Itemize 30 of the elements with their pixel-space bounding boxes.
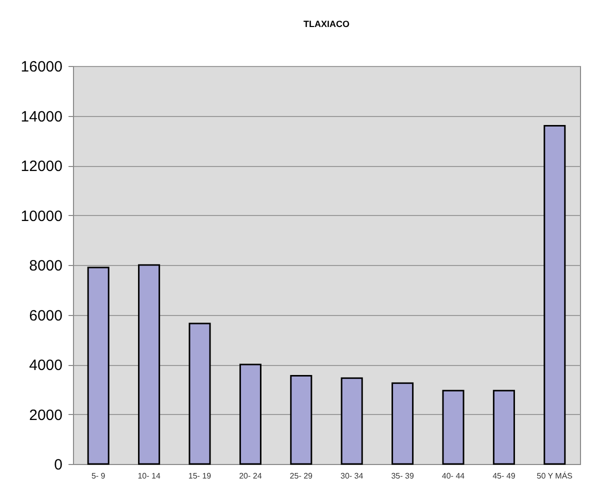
- x-tick-label: 10- 14: [138, 472, 161, 480]
- x-tick-label: 30- 34: [340, 472, 364, 480]
- x-tick-label: 45- 49: [492, 472, 516, 480]
- y-tick-label: 8000: [29, 258, 62, 274]
- chart-title: TLAXIACO: [304, 19, 350, 29]
- x-tick-label: 20- 24: [239, 472, 262, 480]
- bar: [492, 390, 515, 465]
- x-tick-label: 50 Y MÁS: [536, 472, 573, 480]
- y-tick-label: 10000: [20, 208, 62, 225]
- x-tick-label: 35- 39: [391, 472, 414, 480]
- y-tick-label: 6000: [29, 307, 62, 324]
- y-tick-label: 0: [54, 456, 62, 474]
- bar: [340, 377, 363, 465]
- y-tick-label: 12000: [20, 158, 62, 175]
- x-tick-label: 40- 44: [442, 472, 466, 480]
- bar: [188, 322, 211, 465]
- bar: [290, 374, 312, 465]
- x-tick-label: 25- 29: [290, 472, 314, 480]
- x-tick-label: 15- 19: [188, 472, 212, 480]
- x-tick-label: 5- 9: [91, 472, 106, 480]
- bar: [544, 124, 566, 465]
- bar: [442, 390, 464, 465]
- y-tick-label: 16000: [20, 58, 62, 76]
- bar: [239, 364, 262, 465]
- y-tick-label: 4000: [29, 357, 62, 374]
- y-tick-label: 2000: [29, 406, 62, 424]
- bar: [138, 264, 160, 465]
- bar: [87, 266, 110, 465]
- bar: [392, 382, 414, 465]
- y-tick-label: 14000: [20, 108, 62, 126]
